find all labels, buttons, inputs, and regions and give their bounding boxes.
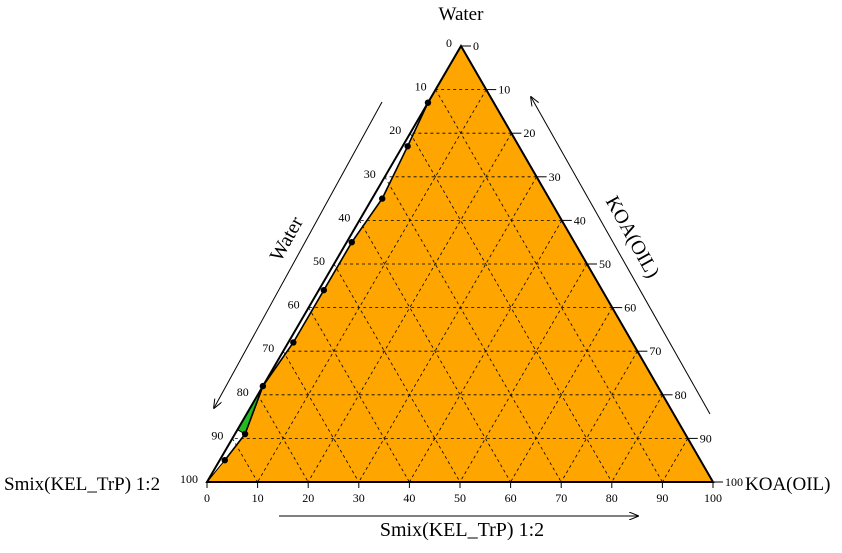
axis-arrows [214,97,711,516]
tick-label-right-50: 50 [599,257,611,271]
tick-label-bottom-100: 100 [704,491,722,505]
tick-label-bottom-40: 40 [403,491,415,505]
boundary-point-2 [404,143,411,150]
tick-label-bottom-60: 60 [505,491,517,505]
tick-label-bottom-90: 90 [656,491,668,505]
tick-label-bottom-50: 50 [454,491,466,505]
corner-label-right: KOA(OIL) [745,474,830,495]
grid-oil-20 [307,132,512,483]
grid-oil-70 [560,350,638,483]
grid-oil-90 [662,438,689,483]
corner-label-top: Water [439,4,485,25]
tick-label-left-10: 10 [415,80,427,94]
tick-label-right-40: 60 [624,301,636,315]
boundary-line [224,45,462,461]
boundary-point-9 [221,457,228,464]
grid-lines [232,89,689,483]
grid-smix-80 [257,394,309,483]
grid-oil-30 [358,176,537,483]
tick-label-left-90: 90 [211,428,223,442]
tick-label-bottom-70: 70 [555,491,567,505]
tick-label-left-70: 70 [262,341,274,355]
boundary-point-3 [379,195,386,202]
tick-label-right-0: 100 [725,475,743,489]
tick-label-left-50: 50 [313,254,325,268]
grid-smix-40 [359,220,511,483]
tick-label-right-60: 40 [574,213,586,227]
tick-label-right-10: 90 [700,431,712,445]
tick-label-right-90: 10 [498,83,510,97]
tick-label-right-30: 70 [649,344,661,358]
tick-label-right-80: 20 [523,126,535,140]
tick-label-bottom-10: 10 [252,491,264,505]
tick-label-bottom-30: 30 [353,491,365,505]
axis-title-left: Water [266,213,308,265]
corner-labels: Water KOA(OIL) Smix(KEL_TrP) 1:2 [4,4,830,495]
tick-label-left-100: 100 [180,472,198,486]
grid-smix-30 [384,176,562,483]
tick-label-left-30: 30 [364,167,376,181]
tick-label-left-20: 20 [389,123,401,137]
tick-labels: 0100010901020802030703040604050505060406… [180,36,743,505]
grid-smix-20 [409,132,613,483]
grid-oil-80 [611,394,663,483]
tick-label-bottom-20: 20 [302,491,314,505]
tick-label-left-40: 40 [338,210,350,224]
tick-label-right-100: 0 [473,39,479,53]
boundary-point-6 [290,339,297,346]
left-axis-arrow [214,101,383,408]
grid-smix-70 [282,350,360,483]
tick-label-bottom-0: 0 [204,491,210,505]
boundary-point-8 [241,430,249,438]
tick-label-right-70: 30 [549,170,561,184]
axis-title-bottom: Smix(KEL_TrP) 1:2 [380,519,544,541]
grid-oil-50 [459,263,588,483]
right-axis-arrow [531,97,711,415]
tick-label-left-0: 0 [446,36,452,50]
grid-oil-10 [257,89,487,483]
tick-label-bottom-80: 80 [606,491,618,505]
tick-label-right-20: 80 [675,388,687,402]
boundary-point-4 [348,239,355,246]
tick-label-left-60: 60 [288,298,300,312]
boundary-point-5 [320,286,328,294]
corner-label-left: Smix(KEL_TrP) 1:2 [4,474,160,495]
grid-oil-60 [510,307,613,483]
tick-label-left-80: 80 [237,385,249,399]
